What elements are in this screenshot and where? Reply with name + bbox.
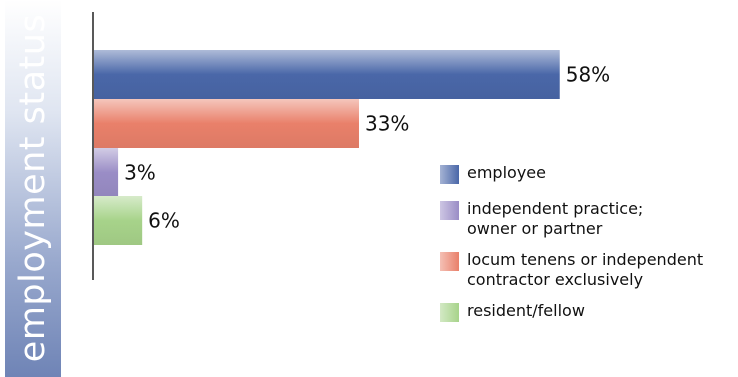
- legend-label: locum tenens or independent contractor e…: [467, 250, 703, 290]
- legend-label: independent practice; owner or partner: [467, 199, 643, 239]
- bar-1: [94, 99, 359, 148]
- bar-value-label-3: 6%: [148, 209, 180, 233]
- legend-item: employee: [440, 163, 546, 184]
- bar-3: [94, 196, 142, 245]
- legend-item: independent practice; owner or partner: [440, 199, 643, 239]
- bar-2: [94, 148, 118, 197]
- legend-label: resident/fellow: [467, 301, 585, 321]
- legend-swatch: [440, 201, 459, 220]
- bar-value-label-2: 3%: [124, 161, 156, 185]
- legend-swatch: [440, 252, 459, 271]
- legend-item: locum tenens or independent contractor e…: [440, 250, 703, 290]
- bar-value-label-0: 58%: [566, 63, 610, 87]
- legend-item: resident/fellow: [440, 301, 585, 322]
- bar-0: [94, 50, 560, 99]
- legend-swatch: [440, 165, 459, 184]
- legend-swatch: [440, 303, 459, 322]
- legend-label: employee: [467, 163, 546, 183]
- bar-value-label-1: 33%: [365, 112, 409, 136]
